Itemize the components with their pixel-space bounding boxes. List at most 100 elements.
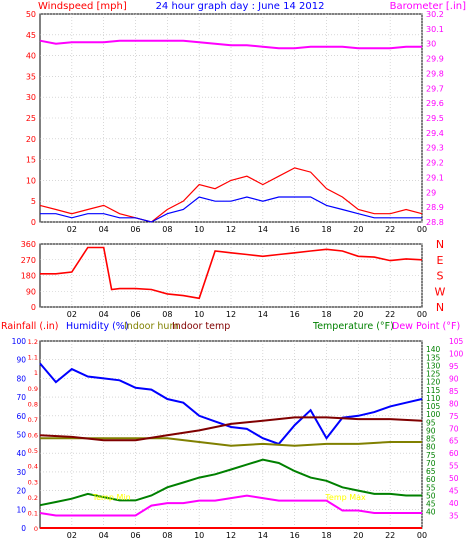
dewpoint-ytick-95: 95 [449, 362, 459, 371]
humidity-ytick-100: 100 [12, 337, 27, 346]
dir-compass-2: S [437, 270, 444, 283]
dewpoint-ytick-80: 80 [449, 399, 459, 408]
baro-ytick-29.2: 29.2 [426, 159, 444, 168]
temperature-ytick-80: 80 [426, 443, 436, 452]
temperature-ytick-65: 65 [426, 467, 436, 476]
dewpoint-ytick-50: 50 [449, 474, 459, 483]
dewpoint-axis-label: Dew Point (°F) [392, 321, 460, 332]
baro-ytick-29.9: 29.9 [426, 55, 444, 64]
temperature-ytick-50: 50 [426, 491, 436, 500]
dir-xtick-04: 04 [99, 310, 109, 319]
wx-xtick-10: 10 [194, 531, 204, 540]
dewpoint-ytick-55: 55 [449, 462, 459, 471]
wx-xtick-20: 20 [353, 531, 363, 540]
dir-compass-0: N [436, 301, 444, 314]
wx-xtick-18: 18 [321, 531, 331, 540]
wx-xtick-22: 22 [385, 531, 395, 540]
dir-xtick-02: 02 [67, 310, 77, 319]
dewpoint-ytick-40: 40 [449, 499, 459, 508]
temperature-ytick-140: 140 [426, 345, 441, 354]
baro-ytick-30.1: 30.1 [426, 25, 444, 34]
wx-xtick-00: 00 [417, 531, 427, 540]
dir-xtick-16: 16 [290, 310, 300, 319]
humidity-ytick-10: 10 [16, 505, 26, 514]
temp-max-annotation: Temp Max [324, 493, 366, 502]
wind-ytick-10: 10 [26, 176, 36, 185]
windspeed-axis-label: Windspeed [mph] [38, 1, 127, 12]
dir-compass-1: W [435, 285, 446, 298]
wind-xtick-06: 06 [130, 225, 140, 234]
baro-ytick-30.2: 30.2 [426, 10, 444, 19]
wind-xtick-04: 04 [99, 225, 109, 234]
temperature-ytick-40: 40 [426, 508, 436, 517]
rainfall-axis-label: Rainfall (.in) [1, 321, 58, 332]
wind-xtick-16: 16 [290, 225, 300, 234]
wind-xtick-14: 14 [258, 225, 268, 234]
temperature-ytick-130: 130 [426, 361, 441, 370]
baro-ytick-29.5: 29.5 [426, 114, 444, 123]
dewpoint-ytick-45: 45 [449, 487, 459, 496]
rainfall-ytick-0.1: 0.1 [28, 509, 38, 517]
dir-ytick-90: 90 [26, 287, 36, 296]
dir-xtick-20: 20 [353, 310, 363, 319]
temperature-ytick-110: 110 [426, 394, 441, 403]
dir-xtick-10: 10 [194, 310, 204, 319]
temperature-ytick-90: 90 [426, 426, 436, 435]
wx-xtick-12: 12 [226, 531, 236, 540]
humidity-ytick-50: 50 [16, 431, 26, 440]
barometer-axis-label: Barometer [.in] [390, 1, 466, 12]
rainfall-ytick-0.7: 0.7 [28, 416, 38, 424]
humidity-ytick-40: 40 [16, 449, 26, 458]
baro-ytick-28.8: 28.8 [426, 218, 444, 227]
wind-xtick-18: 18 [321, 225, 331, 234]
wx-series-temperature [39, 458, 422, 507]
wind-series-avg [40, 196, 422, 223]
baro-ytick-29.7: 29.7 [426, 84, 444, 93]
dir-xtick-12: 12 [226, 310, 236, 319]
temperature-ytick-75: 75 [426, 451, 436, 460]
indoor-hum-axis-label: Indoor hum [124, 321, 179, 332]
dir-xtick-22: 22 [385, 310, 395, 319]
wind-ytick-20: 20 [26, 135, 36, 144]
wx-xtick-02: 02 [67, 531, 77, 540]
dir-xtick-18: 18 [321, 310, 331, 319]
temperature-ytick-55: 55 [426, 483, 436, 492]
wind-ytick-35: 35 [26, 72, 36, 81]
chart-title: 24 hour graph day : June 14 2012 [156, 1, 325, 12]
temperature-ytick-115: 115 [426, 386, 441, 395]
temperature-ytick-105: 105 [426, 402, 441, 411]
rainfall-ytick-1.1: 1.1 [28, 354, 38, 362]
dewpoint-ytick-35: 35 [449, 512, 459, 521]
dir-xtick-08: 08 [162, 310, 172, 319]
wind-series-gust [39, 167, 423, 223]
dewpoint-ytick-60: 60 [449, 449, 459, 458]
wx-xtick-06: 06 [130, 531, 140, 540]
wind-xtick-08: 08 [162, 225, 172, 234]
temperature-axis-label: Temperature (°F) [312, 321, 394, 332]
wind-ytick-15: 15 [26, 156, 36, 165]
wind-ytick-5: 5 [31, 197, 36, 206]
wind-xtick-02: 02 [67, 225, 77, 234]
humidity-ytick-30: 30 [16, 468, 26, 477]
wind-xtick-00: 00 [417, 225, 427, 234]
humidity-ytick-0: 0 [21, 524, 26, 533]
rainfall-ytick-0.9: 0.9 [28, 385, 38, 393]
rainfall-ytick-1.2: 1.2 [28, 338, 38, 346]
baro-ytick-29.1: 29.1 [426, 173, 444, 182]
temperature-ytick-85: 85 [426, 435, 436, 444]
wind-xtick-22: 22 [385, 225, 395, 234]
wind-xtick-20: 20 [353, 225, 363, 234]
rainfall-ytick-0.5: 0.5 [28, 447, 38, 455]
dewpoint-ytick-65: 65 [449, 437, 459, 446]
baro-ytick-29.3: 29.3 [426, 144, 444, 153]
baro-ytick-30: 30 [426, 40, 436, 49]
baro-ytick-29.6: 29.6 [426, 99, 444, 108]
indoor-temp-axis-label: Indoor temp [172, 321, 230, 332]
rainfall-ytick-1: 1 [34, 369, 38, 377]
rainfall-ytick-0.2: 0.2 [28, 494, 38, 502]
humidity-ytick-60: 60 [16, 412, 26, 421]
humidity-ytick-80: 80 [16, 374, 26, 383]
wind-ytick-25: 25 [26, 114, 36, 123]
